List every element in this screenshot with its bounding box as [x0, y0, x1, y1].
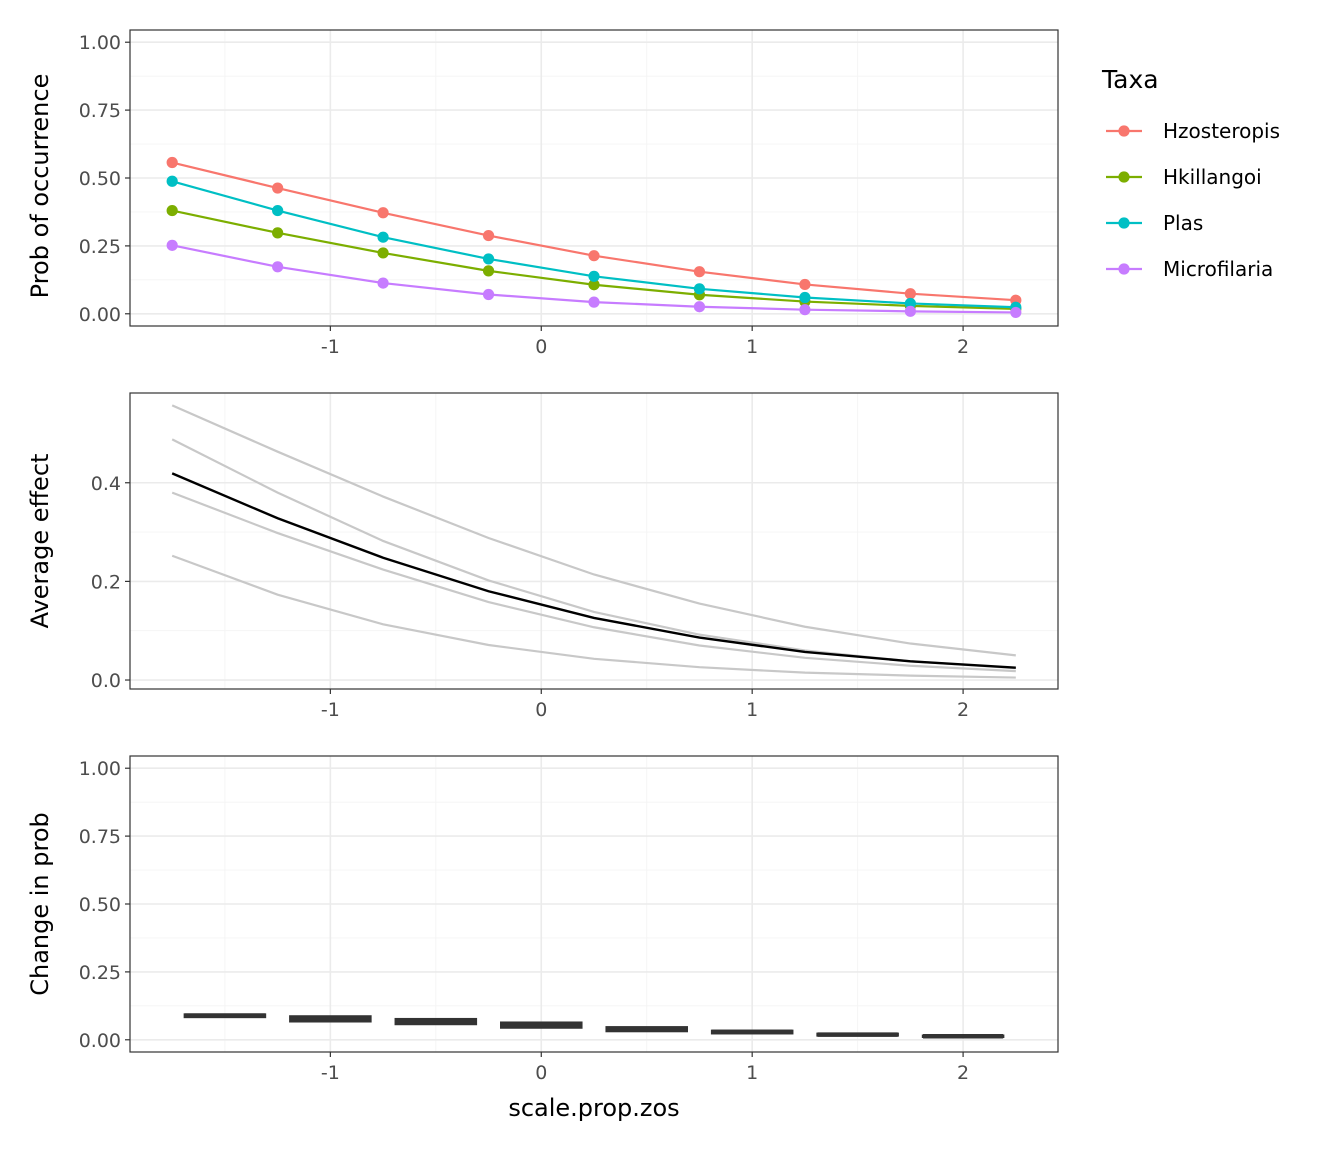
average-effect-x-tick-label: 1 [746, 699, 758, 721]
data-point-plas [166, 175, 178, 187]
change-in-prob-x-tick-label: 0 [535, 1062, 547, 1084]
average-effect-panel: -1 0 1 2 0.0 0.2 0.4 [91, 392, 1059, 721]
average-effect-x-tick-label: 0 [535, 699, 547, 721]
data-point-hkillangoi [272, 227, 284, 239]
data-point-plas [588, 270, 600, 282]
average-effect-x-tick-label: 2 [957, 699, 969, 721]
data-point-plas [799, 291, 811, 304]
data-point-hkillangoi [377, 247, 389, 259]
taxa-gray-line [171, 554, 1016, 679]
x-axis-title: scale.prop.zos [508, 1094, 679, 1122]
data-point-plas [904, 297, 916, 310]
change-in-prob-y-tick-label: 0.75 [79, 826, 121, 848]
legend-label: Microfilaria [1163, 257, 1273, 281]
data-point-microfilaria [482, 288, 495, 301]
y-axis-title-prob-occurrence: Prob of occurrence [26, 74, 54, 299]
change-in-prob-y-tick-label: 0.50 [79, 894, 121, 916]
prob-occurrence-y-tick-label: 0.75 [79, 100, 121, 122]
change-in-prob-y-tick-label: 0.00 [79, 1030, 121, 1052]
data-point-plas [272, 204, 284, 217]
legend-items: Hzosteropis Hkillangoi Plas Microfilaria [1106, 119, 1280, 281]
change-in-prob-y-tick-label: 1.00 [79, 758, 121, 780]
change-in-prob-x-tick-label: 2 [957, 1062, 969, 1084]
prob-occurrence-x-tick-label: -1 [321, 336, 340, 358]
average-effect-line [171, 472, 1016, 669]
legend: Taxa Hzosteropis Hkillangoi Plas Microfilar… [1101, 65, 1280, 281]
legend-item-hkillangoi: Hkillangoi [1106, 165, 1262, 189]
data-point-plas [693, 283, 706, 295]
prob-occurrence-y-tick-label: 0.25 [79, 236, 121, 258]
data-point-microfilaria [693, 301, 706, 313]
legend-label: Hkillangoi [1163, 165, 1262, 189]
data-point-microfilaria [904, 305, 916, 317]
legend-label: Hzosteropis [1163, 119, 1280, 143]
data-point-hzosteropis [588, 250, 600, 262]
legend-key-point [1118, 217, 1130, 229]
data-point-microfilaria [377, 277, 389, 289]
legend-title: Taxa [1101, 65, 1159, 94]
data-point-hzosteropis [166, 156, 178, 169]
legend-label: Plas [1163, 211, 1203, 235]
prob-occurrence-x-tick-label: 0 [535, 336, 547, 358]
data-point-hzosteropis [272, 182, 284, 194]
data-point-hzosteropis [904, 288, 916, 300]
data-point-plas [482, 253, 495, 265]
data-point-hkillangoi [588, 279, 600, 291]
data-point-hkillangoi [482, 265, 495, 277]
change-in-prob-x-tick-label: -1 [321, 1062, 340, 1084]
legend-key-point [1118, 263, 1130, 275]
prob-occurrence-x-tick-label: 2 [957, 336, 969, 358]
taxa-gray-line [171, 404, 1016, 657]
average-effect-y-tick-label: 0.2 [91, 571, 121, 593]
data-point-plas [377, 231, 389, 243]
y-axis-title-change-in-prob: Change in prob [26, 812, 54, 996]
data-point-microfilaria [799, 304, 811, 316]
prob-occurrence-y-tick-label: 0.00 [79, 304, 121, 326]
prob-occurrence-x-tick-label: 1 [746, 336, 758, 358]
prob-occurrence-y-tick-label: 1.00 [79, 32, 121, 54]
legend-item-microfilaria: Microfilaria [1106, 257, 1273, 281]
data-point-hzosteropis [482, 229, 495, 242]
data-point-microfilaria [166, 239, 178, 251]
legend-key-point [1118, 125, 1130, 137]
prob-occurrence-panel: -1 0 1 2 0.00 0.25 0.50 0.75 1.00 [79, 29, 1059, 358]
change-in-prob-panel: -1 0 1 2 0.00 0.25 0.50 0.75 1.00 [79, 755, 1059, 1084]
legend-item-hzosteropis: Hzosteropis [1106, 119, 1280, 143]
data-point-hzosteropis [799, 278, 811, 291]
data-point-hzosteropis [377, 207, 389, 219]
change-in-prob-y-tick-label: 0.25 [79, 962, 121, 984]
average-effect-panel-border [129, 392, 1059, 690]
data-point-hkillangoi [166, 204, 178, 217]
legend-key-point [1118, 171, 1130, 183]
average-effect-y-tick-label: 0.4 [91, 473, 121, 495]
data-point-microfilaria [1010, 306, 1022, 319]
data-point-microfilaria [588, 296, 600, 308]
data-point-hzosteropis [693, 266, 706, 278]
average-effect-x-tick-label: -1 [321, 699, 340, 721]
taxa-gray-line [171, 491, 1016, 673]
average-effect-y-tick-label: 0.0 [91, 670, 121, 692]
data-point-microfilaria [272, 261, 284, 273]
legend-item-plas: Plas [1106, 211, 1203, 235]
change-in-prob-x-tick-label: 1 [746, 1062, 758, 1084]
prob-occurrence-y-tick-label: 0.50 [79, 168, 121, 190]
y-axis-title-average-effect: Average effect [26, 454, 54, 629]
